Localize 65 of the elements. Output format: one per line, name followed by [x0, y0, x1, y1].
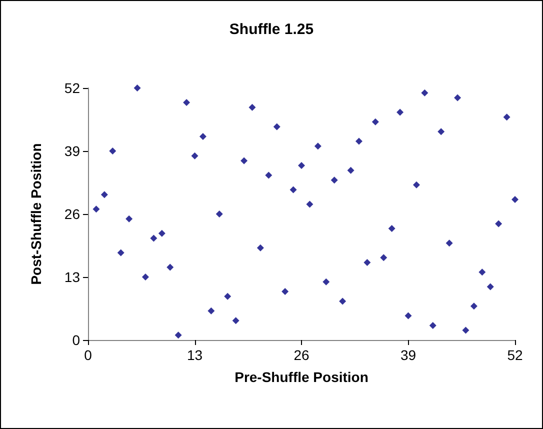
point: [388, 225, 396, 232]
point: [429, 322, 436, 329]
y-tick-label: 26: [64, 206, 80, 222]
point: [462, 326, 470, 334]
point: [404, 312, 412, 320]
point: [470, 302, 478, 310]
point: [446, 240, 453, 247]
point: [298, 162, 305, 170]
x-tick-label: 26: [294, 347, 310, 363]
chart-title: Shuffle 1.25: [229, 21, 314, 38]
point: [421, 89, 428, 96]
point: [224, 292, 232, 300]
x-axis-title: Pre-Shuffle Position: [234, 369, 368, 385]
point: [372, 118, 379, 126]
y-tick-label: 39: [64, 143, 80, 159]
point: [142, 274, 149, 280]
point: [265, 172, 272, 179]
point: [117, 249, 124, 256]
x-tick-label: 52: [507, 347, 523, 363]
point: [191, 152, 198, 160]
point: [208, 307, 215, 314]
point: [248, 104, 256, 111]
point: [330, 176, 338, 184]
point: [216, 210, 223, 218]
y-axis-title: Post-Shuffle Position: [28, 143, 44, 285]
y-tick-label: 13: [64, 269, 80, 285]
point: [273, 123, 280, 130]
point: [478, 268, 486, 276]
point: [380, 254, 388, 262]
point: [174, 332, 182, 339]
point: [290, 186, 297, 194]
point: [306, 200, 314, 208]
point: [282, 288, 289, 296]
point: [150, 234, 158, 242]
x-tick-label: 13: [186, 347, 203, 363]
point: [126, 215, 133, 222]
point: [364, 258, 371, 266]
point: [92, 206, 100, 213]
point: [486, 283, 494, 290]
point: [503, 114, 510, 121]
y-tick-label: 0: [72, 332, 80, 348]
point: [158, 230, 166, 237]
point: [438, 128, 445, 136]
point: [134, 84, 141, 92]
x-tick-label: 39: [400, 347, 416, 363]
point: [100, 191, 108, 198]
point: [166, 264, 174, 271]
y-tick-label: 52: [64, 80, 80, 96]
point: [512, 196, 518, 203]
point: [355, 138, 362, 145]
x-tick-label: 0: [84, 347, 92, 363]
point: [454, 94, 462, 102]
point: [495, 220, 502, 228]
point: [109, 148, 116, 154]
point: [199, 132, 206, 140]
point: [240, 157, 248, 164]
point: [322, 278, 330, 286]
point: [347, 166, 354, 174]
point: [314, 142, 322, 150]
point: [183, 99, 190, 106]
point: [232, 317, 240, 324]
point: [256, 244, 264, 252]
point: [412, 181, 420, 188]
point: [396, 108, 404, 116]
point: [339, 298, 346, 305]
